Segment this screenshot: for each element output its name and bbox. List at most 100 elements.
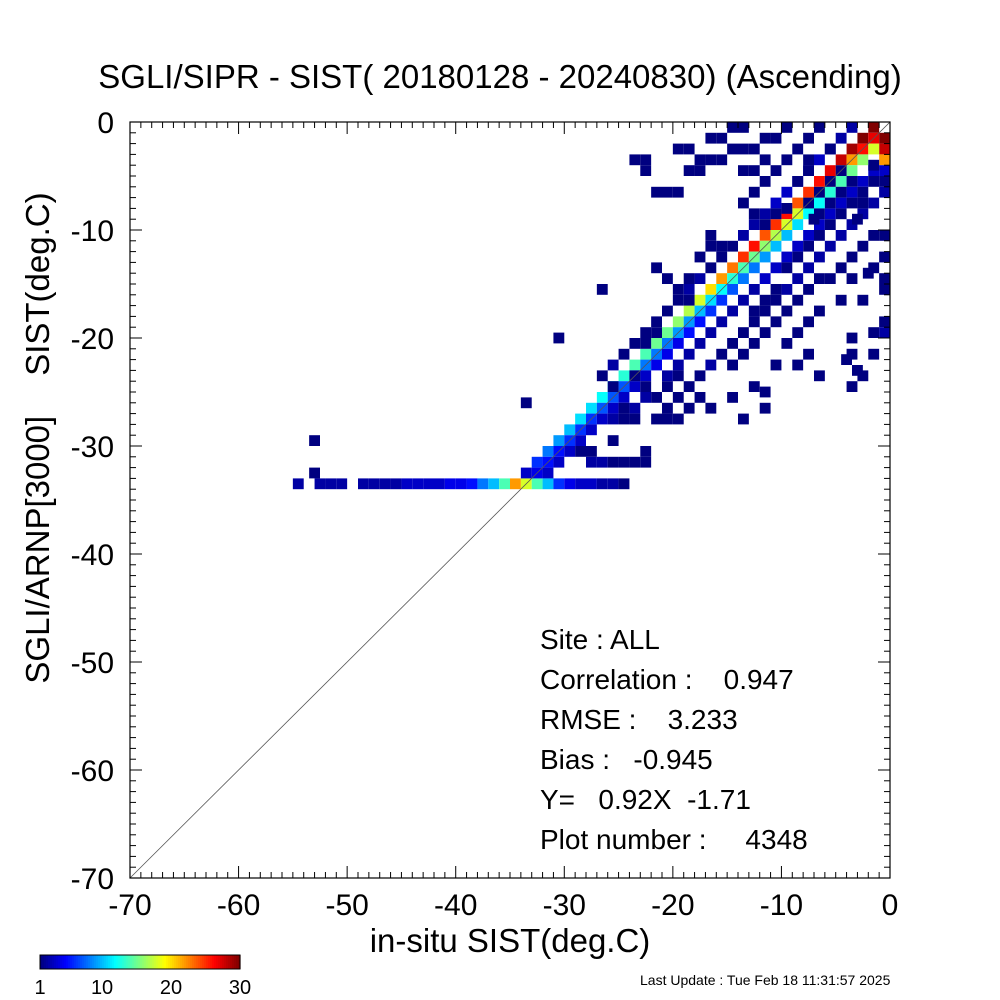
colorbar-swatch [160, 955, 163, 969]
colorbar-swatch [150, 955, 153, 969]
heatmap-bin [672, 413, 684, 425]
heatmap-bin [846, 332, 858, 344]
x-tick-label: -30 [543, 889, 586, 922]
colorbar-swatch [212, 955, 215, 969]
colorbar-swatch [90, 955, 93, 969]
heatmap-bin [759, 386, 771, 398]
heatmap-bin [694, 338, 706, 349]
colorbar-swatch [178, 955, 181, 969]
heatmap-bin [607, 413, 619, 425]
heatmap-bin [759, 327, 771, 338]
colorbar-swatch [170, 955, 173, 969]
heatmap-bin [694, 370, 706, 382]
heatmap-bin [879, 251, 890, 263]
heatmap-bin [488, 478, 500, 490]
heatmap-bin [683, 327, 695, 338]
heatmap-bin [824, 197, 836, 209]
heatmap-bin [727, 284, 738, 295]
colorbar-swatch [232, 955, 235, 969]
colorbar-swatch [48, 955, 51, 969]
colorbar-swatch [86, 955, 89, 969]
heatmap-bin [857, 186, 869, 198]
heatmap-bin [727, 122, 738, 133]
y-tick-label: 0 [97, 107, 114, 140]
heatmap-bin [662, 327, 673, 338]
heatmap-bin [792, 294, 804, 306]
heatmap-bin [879, 176, 890, 187]
heatmap-bin [868, 230, 880, 241]
heatmap-bin [716, 154, 728, 166]
heatmap-bin [759, 294, 771, 306]
colorbar-swatch [198, 955, 201, 969]
heatmap-bin [640, 446, 652, 457]
heatmap-bin [640, 370, 652, 382]
colorbar-swatch [122, 955, 125, 969]
heatmap-bin [694, 251, 706, 263]
colorbar-swatch [196, 955, 199, 969]
heatmap-bin [434, 478, 445, 490]
heatmap-bin [553, 478, 565, 490]
colorbar-swatch [146, 955, 149, 969]
heatmap-bin [618, 370, 630, 382]
heatmap-bin [694, 316, 706, 328]
heatmap-bin [781, 230, 793, 241]
stat-rmse: RMSE : 3.233 [540, 704, 738, 735]
colorbar-swatch [152, 955, 155, 969]
colorbar-swatch [180, 955, 183, 969]
heatmap-bin [759, 402, 771, 414]
heatmap-bin [879, 316, 890, 328]
heatmap-bin [879, 230, 890, 241]
stat-correlation: Correlation : 0.947 [540, 664, 794, 695]
heatmap-bin [879, 143, 890, 155]
heatmap-bin [846, 251, 858, 263]
heatmap-bin [640, 392, 652, 403]
y-tick-label: -30 [71, 431, 114, 464]
heatmap-bin [716, 240, 728, 252]
colorbar-tick-label: 20 [160, 977, 182, 999]
heatmap-bin [727, 392, 738, 403]
colorbar-swatch [68, 955, 71, 969]
heatmap-bin [759, 219, 771, 230]
heatmap-bin [672, 143, 684, 155]
heatmap-bin [662, 348, 673, 360]
heatmap-bin [727, 305, 738, 317]
heatmap-bin [629, 338, 641, 349]
colorbar-swatch [66, 955, 69, 969]
heatmap-bin [738, 348, 749, 360]
heatmap-bin [738, 327, 749, 338]
colorbar-swatch [216, 955, 219, 969]
heatmap-bin [586, 424, 597, 436]
heatmap-bin [879, 165, 890, 176]
colorbar-swatch [128, 955, 131, 969]
heatmap-bin [803, 316, 814, 328]
colorbar-swatch [54, 955, 57, 969]
colorbar-swatch [44, 955, 47, 969]
heatmap-bin [607, 478, 619, 490]
heatmap-bin [586, 478, 597, 490]
heatmap-bin [672, 370, 684, 382]
heatmap-bin [846, 122, 858, 133]
heatmap-bin [629, 413, 641, 425]
stat-fit: Y= 0.92X -1.71 [540, 784, 751, 815]
heatmap-bin [553, 332, 565, 344]
heatmap-bin [716, 316, 728, 328]
colorbar-swatch [116, 955, 119, 969]
heatmap-bin [803, 284, 814, 295]
heatmap-bin [781, 284, 793, 295]
one-to-one-line-path [129, 121, 891, 879]
heatmap-bin [618, 392, 630, 403]
colorbar-swatch [158, 955, 161, 969]
heatmap-bin [727, 240, 738, 252]
heatmap-bin [814, 154, 825, 166]
heatmap-bin [835, 208, 847, 220]
heatmap-bin [792, 197, 804, 209]
heatmap-bin [781, 262, 793, 274]
heatmap-bin [770, 240, 782, 252]
colorbar-swatch [162, 955, 165, 969]
colorbar-swatch [226, 955, 229, 969]
colorbar-swatch [154, 955, 157, 969]
heatmap-bin [824, 165, 836, 176]
colorbar-swatch [96, 955, 99, 969]
stat-bias: Bias : -0.945 [540, 744, 713, 775]
heatmap-bin [662, 305, 673, 317]
